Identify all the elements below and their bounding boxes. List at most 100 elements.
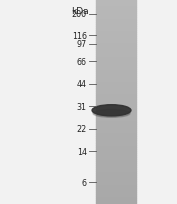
Text: 97: 97 bbox=[76, 40, 87, 49]
Bar bbox=[96, 96, 136, 98]
Bar bbox=[96, 110, 136, 112]
Bar bbox=[96, 135, 136, 137]
Bar bbox=[96, 143, 136, 145]
Bar bbox=[96, 124, 136, 126]
Bar bbox=[96, 49, 136, 51]
Bar bbox=[96, 137, 136, 139]
Text: 22: 22 bbox=[76, 125, 87, 134]
Bar bbox=[96, 71, 136, 73]
Bar bbox=[96, 182, 136, 184]
Bar bbox=[96, 157, 136, 159]
Bar bbox=[96, 75, 136, 78]
Ellipse shape bbox=[92, 105, 131, 116]
Bar bbox=[96, 104, 136, 106]
Bar bbox=[96, 94, 136, 96]
Bar bbox=[96, 8, 136, 10]
Bar bbox=[96, 190, 136, 192]
Bar bbox=[96, 151, 136, 153]
Bar bbox=[96, 41, 136, 43]
Bar bbox=[96, 116, 136, 118]
Bar bbox=[96, 73, 136, 75]
Bar bbox=[96, 131, 136, 133]
Bar bbox=[96, 169, 136, 171]
Bar bbox=[96, 120, 136, 122]
Bar bbox=[96, 167, 136, 169]
Bar bbox=[96, 84, 136, 86]
Bar bbox=[96, 35, 136, 37]
Bar bbox=[96, 161, 136, 163]
Bar bbox=[96, 100, 136, 102]
Bar bbox=[96, 114, 136, 116]
Bar bbox=[96, 57, 136, 59]
Bar bbox=[96, 194, 136, 196]
Bar bbox=[96, 88, 136, 90]
Bar bbox=[96, 177, 136, 180]
Bar bbox=[96, 108, 136, 110]
Bar bbox=[96, 67, 136, 69]
Bar bbox=[96, 122, 136, 124]
Bar bbox=[96, 6, 136, 8]
Bar bbox=[96, 112, 136, 114]
Bar bbox=[96, 90, 136, 92]
Bar bbox=[96, 43, 136, 45]
Bar bbox=[96, 78, 136, 80]
Text: 31: 31 bbox=[77, 102, 87, 111]
Bar bbox=[96, 31, 136, 33]
Bar bbox=[96, 126, 136, 129]
Bar bbox=[96, 192, 136, 194]
Bar bbox=[96, 202, 136, 204]
Bar bbox=[96, 133, 136, 135]
Bar bbox=[96, 4, 136, 6]
Bar bbox=[96, 171, 136, 173]
Bar bbox=[96, 129, 136, 131]
Bar bbox=[96, 16, 136, 18]
Bar bbox=[96, 92, 136, 94]
Bar bbox=[96, 80, 136, 82]
Bar bbox=[96, 184, 136, 186]
Text: 44: 44 bbox=[77, 80, 87, 89]
Ellipse shape bbox=[93, 110, 130, 118]
Bar bbox=[96, 65, 136, 67]
Bar bbox=[96, 163, 136, 165]
Text: 14: 14 bbox=[77, 147, 87, 156]
Bar bbox=[96, 82, 136, 84]
Bar bbox=[96, 20, 136, 22]
Bar bbox=[96, 24, 136, 27]
Text: 116: 116 bbox=[72, 32, 87, 41]
Bar bbox=[96, 173, 136, 175]
Bar bbox=[96, 102, 136, 104]
Bar bbox=[96, 12, 136, 14]
Bar bbox=[96, 188, 136, 190]
Text: 6: 6 bbox=[82, 178, 87, 187]
Bar bbox=[96, 165, 136, 167]
Bar bbox=[96, 55, 136, 57]
Bar bbox=[96, 63, 136, 65]
Bar bbox=[96, 14, 136, 16]
Bar bbox=[96, 2, 136, 4]
Bar bbox=[96, 33, 136, 35]
Bar bbox=[96, 59, 136, 61]
Bar bbox=[96, 27, 136, 29]
Bar bbox=[96, 0, 136, 2]
Bar bbox=[96, 175, 136, 177]
Bar bbox=[96, 69, 136, 71]
Bar bbox=[96, 141, 136, 143]
Bar bbox=[96, 39, 136, 41]
Bar bbox=[96, 22, 136, 24]
Bar bbox=[96, 37, 136, 39]
Bar bbox=[96, 155, 136, 157]
Bar bbox=[96, 45, 136, 47]
Bar bbox=[96, 51, 136, 53]
Bar bbox=[96, 18, 136, 20]
Bar bbox=[96, 106, 136, 108]
Bar bbox=[96, 53, 136, 55]
Bar bbox=[96, 86, 136, 88]
Bar bbox=[96, 98, 136, 100]
Bar bbox=[96, 198, 136, 200]
Bar bbox=[96, 196, 136, 198]
Bar bbox=[96, 186, 136, 188]
Bar bbox=[96, 61, 136, 63]
Bar bbox=[96, 180, 136, 182]
Bar bbox=[96, 200, 136, 202]
Text: kDa: kDa bbox=[71, 7, 88, 16]
